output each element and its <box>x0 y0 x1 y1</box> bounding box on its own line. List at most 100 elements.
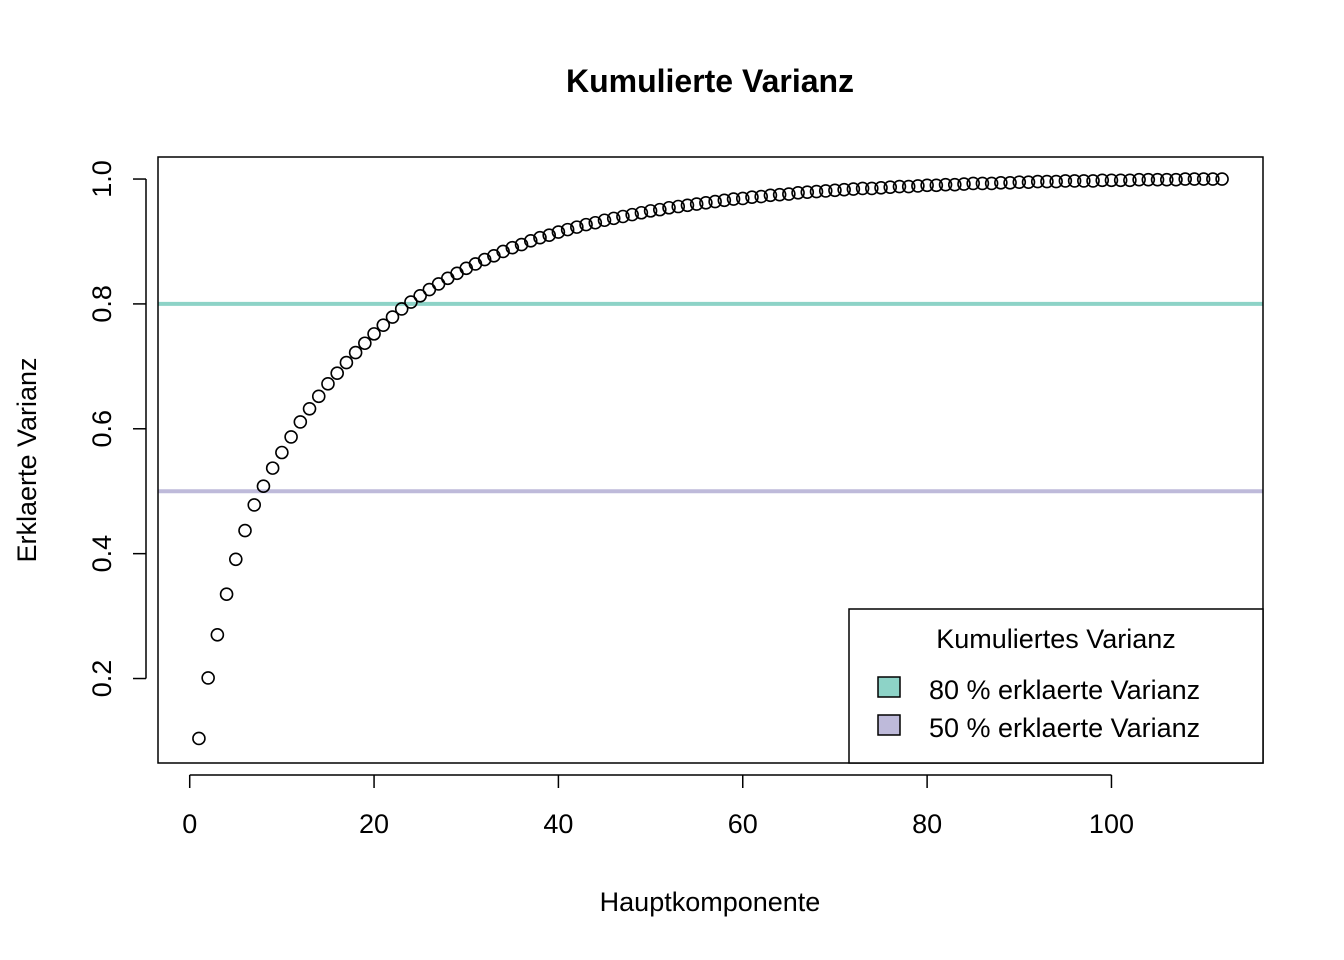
data-point <box>975 176 990 191</box>
y-tick-label: 0.8 <box>87 285 117 323</box>
legend: Kumuliertes Varianz 80 % erklaerte Varia… <box>848 608 1264 764</box>
data-point <box>1196 172 1211 186</box>
data-point <box>800 185 815 199</box>
data-point <box>1178 172 1193 186</box>
data-point <box>1132 172 1146 187</box>
data-point <box>717 193 732 208</box>
data-point <box>358 336 372 351</box>
data-point <box>1049 174 1063 189</box>
y-axis-label: Erklaerte Varianz <box>12 357 42 562</box>
data-point <box>671 199 686 214</box>
data-point <box>662 200 676 215</box>
data-point <box>1159 172 1174 187</box>
data-point <box>735 191 750 206</box>
data-point <box>597 213 612 228</box>
legend-swatch-80 <box>877 676 901 698</box>
data-point <box>1123 173 1137 188</box>
data-point <box>1058 174 1073 188</box>
data-point <box>477 252 492 267</box>
data-point <box>1206 172 1220 186</box>
data-point <box>560 222 575 237</box>
data-point <box>579 217 593 232</box>
data-point <box>330 366 344 381</box>
data-point <box>892 179 907 194</box>
data-point <box>339 355 354 370</box>
y-tick-label: 1.0 <box>87 160 117 198</box>
x-axis-label: Hauptkomponente <box>600 887 821 917</box>
x-tick-label: 60 <box>728 809 758 839</box>
data-point <box>542 228 556 243</box>
data-point <box>938 177 953 192</box>
data-point <box>754 189 768 204</box>
data-point <box>745 190 759 204</box>
x-tick-label: 80 <box>912 809 942 839</box>
data-point <box>634 205 649 220</box>
data-point <box>210 628 225 642</box>
data-point <box>228 552 243 567</box>
data-point <box>763 188 778 203</box>
data-point <box>911 179 925 193</box>
data-point <box>1003 175 1017 190</box>
data-point <box>192 731 206 746</box>
reference-lines <box>158 301 1263 494</box>
x-axis: 0 20 40 60 80 100 <box>182 774 1134 839</box>
data-point <box>514 237 529 252</box>
data-point <box>809 184 824 199</box>
data-point <box>311 389 326 404</box>
data-point <box>1113 173 1128 188</box>
data-point <box>348 345 363 360</box>
legend-box <box>848 608 1264 764</box>
data-point <box>947 177 962 192</box>
data-point <box>284 430 298 444</box>
data-point <box>920 178 934 193</box>
data-point <box>837 182 851 197</box>
data-point <box>588 215 603 230</box>
data-point <box>404 295 418 309</box>
y-axis: 0.2 0.4 0.6 0.8 1.0 <box>87 160 147 698</box>
data-point <box>846 182 861 196</box>
chart-title: Kumulierte Varianz <box>566 63 854 99</box>
data-point <box>994 175 1008 190</box>
data-point <box>256 479 271 494</box>
data-point <box>523 234 538 248</box>
y-tick-label: 0.2 <box>87 660 117 698</box>
data-point <box>874 180 888 195</box>
data-point <box>496 244 510 259</box>
data-point <box>275 445 289 460</box>
data-point <box>616 209 630 224</box>
plot-frame <box>157 156 1264 764</box>
data-point <box>680 198 695 213</box>
data-point <box>1086 174 1100 188</box>
data-point <box>440 271 455 286</box>
data-point <box>321 377 335 391</box>
data-point <box>699 195 713 210</box>
y-tick-label: 0.6 <box>87 410 117 448</box>
legend-title: Kumuliertes Varianz <box>936 624 1176 654</box>
data-point <box>505 240 520 255</box>
data-point <box>376 318 391 332</box>
data-point <box>1067 174 1082 188</box>
data-point <box>413 288 427 303</box>
data-point <box>265 461 280 475</box>
data-point <box>1150 172 1165 187</box>
data-point <box>1187 172 1202 186</box>
data-point <box>551 225 566 239</box>
data-point <box>238 523 252 538</box>
y-tick-label: 0.4 <box>87 535 117 573</box>
data-point <box>450 266 464 281</box>
data-point <box>247 498 262 512</box>
data-point <box>984 176 999 191</box>
data-points <box>192 172 1229 746</box>
data-point <box>782 187 796 201</box>
data-point <box>726 192 741 206</box>
x-tick-label: 100 <box>1089 809 1134 839</box>
data-point <box>1012 175 1027 189</box>
data-point <box>1040 174 1054 189</box>
data-point <box>570 220 584 234</box>
data-point <box>957 177 971 191</box>
data-point <box>643 204 658 218</box>
data-point <box>219 587 234 602</box>
data-point <box>302 402 317 416</box>
data-point <box>394 302 409 316</box>
